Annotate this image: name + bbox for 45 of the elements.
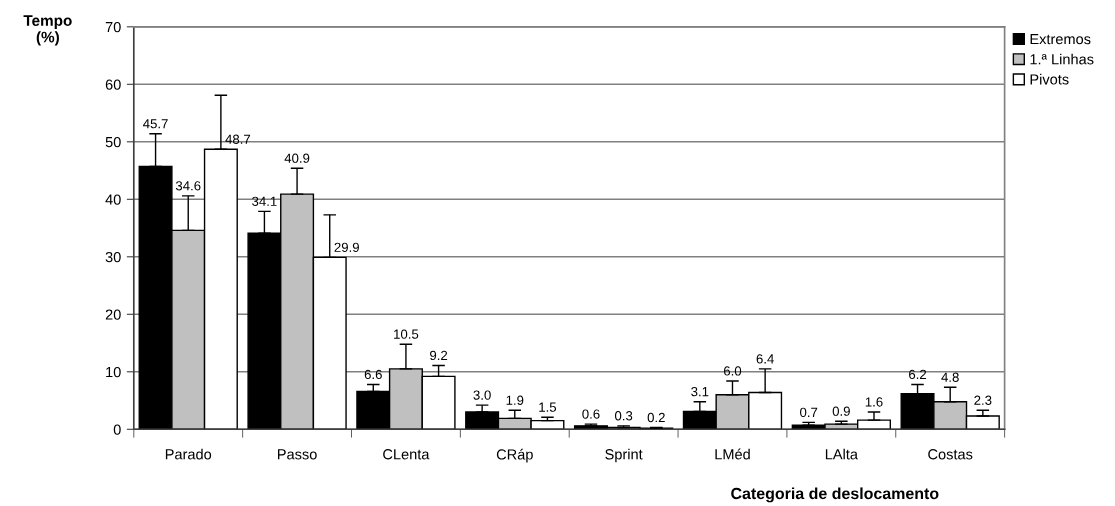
data-label: 6.4: [756, 354, 774, 364]
data-label: 0.3: [614, 411, 633, 421]
legend-label: Extremos: [1030, 34, 1091, 45]
y-tick-label: 30: [105, 251, 121, 263]
data-label: 1.6: [865, 397, 883, 407]
data-label: 3.1: [691, 386, 709, 397]
x-tick-label: Costas: [928, 449, 973, 460]
y-tick-label: 40: [105, 194, 121, 205]
y-tick-label: 10: [106, 366, 121, 378]
x-tick-label: Sprint: [605, 448, 643, 463]
data-label: 9.2: [430, 350, 448, 361]
data-label: 34.1: [252, 196, 277, 206]
data-label: 6.0: [723, 366, 742, 376]
data-label: 2.3: [974, 395, 992, 405]
data-label: 34.6: [175, 181, 201, 191]
x-tick-label: CRáp: [496, 448, 533, 463]
y-tick-label: 20: [105, 309, 121, 320]
data-label: 3.0: [473, 390, 491, 400]
data-label: 1.5: [539, 402, 557, 412]
x-tick-label: LMéd: [715, 448, 750, 460]
data-label: 48.7: [225, 134, 251, 144]
data-label: 4.8: [941, 372, 959, 382]
legend-label: Pivots: [1030, 73, 1069, 85]
data-label: 10.5: [394, 329, 419, 339]
x-axis-title: Categoria de deslocamento: [731, 487, 939, 503]
x-tick-label: Passo: [278, 449, 317, 460]
y-tick-label: 70: [105, 21, 121, 33]
x-tick-label: Parado: [165, 448, 212, 460]
data-label: 0.6: [582, 409, 600, 419]
data-label: 6.6: [364, 369, 382, 380]
data-label: 29.9: [334, 242, 359, 252]
legend-label: 1.ª Linhas: [1030, 53, 1094, 65]
y-tick-label: 50: [105, 136, 121, 148]
x-tick-label: LAlta: [825, 448, 858, 460]
data-label: 1.9: [506, 395, 524, 405]
data-label: 40.9: [284, 153, 310, 163]
data-label: 0.7: [800, 407, 818, 418]
y-axis-title: Tempo (%): [23, 15, 72, 46]
x-tick-label: CLenta: [383, 449, 430, 460]
y-tick-label: 60: [105, 79, 121, 90]
y-tick-label: 0: [113, 424, 121, 435]
data-label: 45.7: [143, 119, 168, 129]
data-label: 0.2: [647, 412, 665, 423]
data-label: 0.9: [832, 406, 850, 416]
data-label: 6.2: [909, 369, 927, 380]
